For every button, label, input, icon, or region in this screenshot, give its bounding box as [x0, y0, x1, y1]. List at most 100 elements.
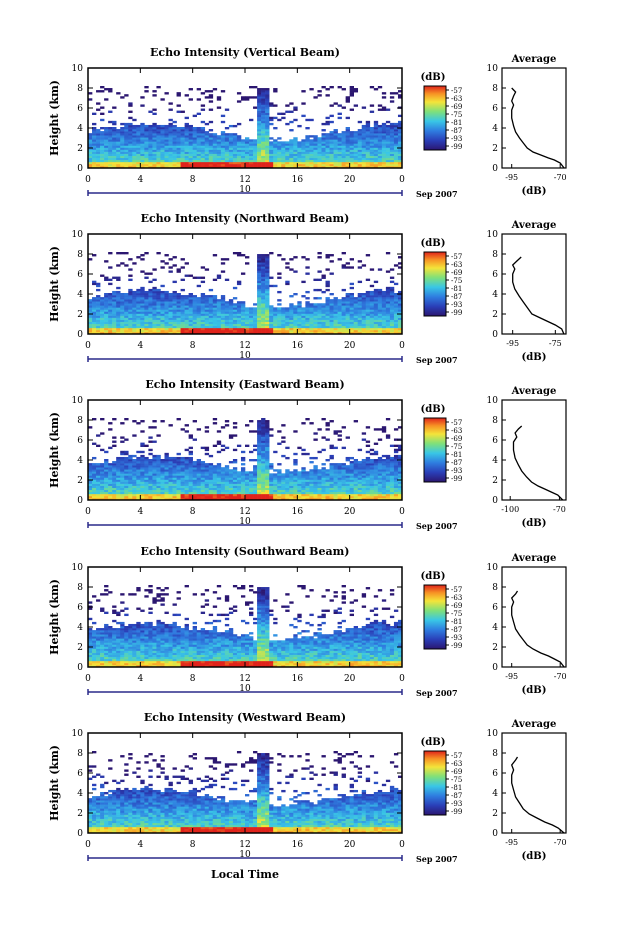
colorbar-tick-label: -99 — [451, 475, 462, 483]
average-x-tick-label: -70 — [554, 672, 567, 681]
x-tick-label: 16 — [292, 341, 304, 351]
colorbar — [423, 85, 447, 151]
x-tick-label: 16 — [292, 840, 304, 850]
colorbar-tick-label: -75 — [451, 277, 462, 285]
x-tick-label: 20 — [344, 840, 356, 850]
x-tick-label: 0 — [399, 341, 405, 351]
echo-heatmap — [88, 252, 403, 335]
x-tick-label: 0 — [85, 674, 91, 684]
y-tick-label: 4 — [77, 124, 83, 134]
colorbar-tick-label: -69 — [451, 768, 462, 776]
day-label: 10 — [239, 351, 251, 361]
average-x-label: (dB) — [522, 186, 547, 197]
colorbar — [423, 251, 447, 317]
colorbar-tick-label: -87 — [451, 293, 462, 301]
y-tick-label: 0 — [77, 829, 83, 839]
echo-heatmap — [88, 418, 403, 501]
x-tick-label: 20 — [344, 341, 356, 351]
y-tick-label: 10 — [72, 64, 84, 74]
colorbar-tick-label: -63 — [451, 427, 462, 435]
echo-heatmap — [88, 751, 403, 834]
date-label: Sep 2007 — [416, 521, 458, 531]
average-y-tick-label: 10 — [487, 563, 499, 573]
average-y-tick-label: 10 — [487, 729, 499, 739]
average-y-tick-label: 8 — [492, 250, 498, 260]
colorbar-tick-label: -63 — [451, 95, 462, 103]
y-axis-label: Height (km) — [48, 745, 61, 821]
date-label: Sep 2007 — [416, 189, 458, 199]
x-tick-label: 12 — [239, 840, 250, 850]
average-y-tick-label: 0 — [492, 829, 498, 839]
y-tick-label: 6 — [77, 436, 83, 446]
average-x-tick-label: -75 — [549, 339, 562, 348]
colorbar — [423, 750, 447, 816]
x-tick-label: 4 — [137, 840, 143, 850]
average-y-tick-label: 4 — [492, 456, 498, 466]
date-label: Sep 2007 — [416, 355, 458, 365]
colorbar-tick-label: -81 — [451, 119, 462, 127]
colorbar-tick-label: -63 — [451, 594, 462, 602]
average-frame — [501, 233, 567, 335]
average-frame — [501, 399, 567, 501]
average-y-tick-label: 2 — [492, 144, 498, 154]
average-y-tick-label: 2 — [492, 476, 498, 486]
y-tick-label: 0 — [77, 496, 83, 506]
echo-heatmap — [88, 585, 403, 668]
date-label: Sep 2007 — [416, 854, 458, 864]
y-tick-label: 0 — [77, 164, 83, 174]
colorbar-tick-label: -63 — [451, 760, 462, 768]
colorbar-tick-label: -93 — [451, 800, 462, 808]
colorbar — [423, 417, 447, 483]
colorbar-tick-label: -99 — [451, 642, 462, 650]
average-x-tick-label: -95 — [505, 838, 518, 847]
x-axis-title: Local Time — [211, 868, 279, 881]
day-label: 10 — [239, 517, 251, 527]
colorbar-tick-label: -99 — [451, 309, 462, 317]
y-tick-label: 8 — [77, 84, 83, 94]
y-tick-label: 2 — [77, 310, 83, 320]
colorbar-tick-label: -93 — [451, 634, 462, 642]
x-tick-label: 0 — [85, 840, 91, 850]
colorbar-tick-label: -99 — [451, 808, 462, 816]
colorbar-unit: (dB) — [421, 737, 446, 748]
average-y-tick-label: 4 — [492, 623, 498, 633]
y-tick-label: 0 — [77, 330, 83, 340]
average-title: Average — [511, 386, 557, 397]
panel-3: Echo Intensity (Eastward Beam) 0 2 4 6 8 10 Hei… — [48, 378, 567, 531]
colorbar-tick-label: -87 — [451, 626, 462, 634]
y-tick-label: 4 — [77, 290, 83, 300]
average-x-tick-label: -70 — [554, 173, 567, 182]
x-tick-label: 8 — [190, 674, 196, 684]
colorbar-tick-label: -57 — [451, 419, 462, 427]
average-y-tick-label: 4 — [492, 789, 498, 799]
colorbar-tick-label: -93 — [451, 135, 462, 143]
panel-title: Echo Intensity (Westward Beam) — [144, 711, 346, 724]
y-tick-label: 4 — [77, 789, 83, 799]
colorbar-tick-label: -69 — [451, 103, 462, 111]
x-tick-label: 12 — [239, 507, 250, 517]
y-tick-label: 6 — [77, 104, 83, 114]
x-tick-label: 20 — [344, 175, 356, 185]
x-tick-label: 12 — [239, 175, 250, 185]
x-tick-label: 8 — [190, 341, 196, 351]
colorbar-tick-label: -69 — [451, 435, 462, 443]
average-x-tick-label: -70 — [553, 505, 566, 514]
x-tick-label: 12 — [239, 341, 250, 351]
panel-5: Echo Intensity (Westward Beam) 0 2 4 6 8 10 Hei… — [48, 711, 567, 864]
average-x-label: (dB) — [522, 851, 547, 862]
x-tick-label: 12 — [239, 674, 250, 684]
y-tick-label: 6 — [77, 769, 83, 779]
average-y-tick-label: 6 — [492, 769, 498, 779]
colorbar-tick-label: -87 — [451, 127, 462, 135]
y-tick-label: 2 — [77, 643, 83, 653]
average-y-tick-label: 10 — [487, 396, 499, 406]
colorbar-tick-label: -75 — [451, 610, 462, 618]
panel-2: Echo Intensity (Northward Beam) 0 2 4 6 8 10 He… — [48, 212, 567, 365]
colorbar — [423, 584, 447, 650]
colorbar-tick-label: -93 — [451, 467, 462, 475]
average-y-tick-label: 6 — [492, 104, 498, 114]
colorbar-unit: (dB) — [421, 72, 446, 83]
panel-4: Echo Intensity (Southward Beam) 0 2 4 6 8 10 He… — [48, 545, 567, 698]
average-y-tick-label: 2 — [492, 310, 498, 320]
